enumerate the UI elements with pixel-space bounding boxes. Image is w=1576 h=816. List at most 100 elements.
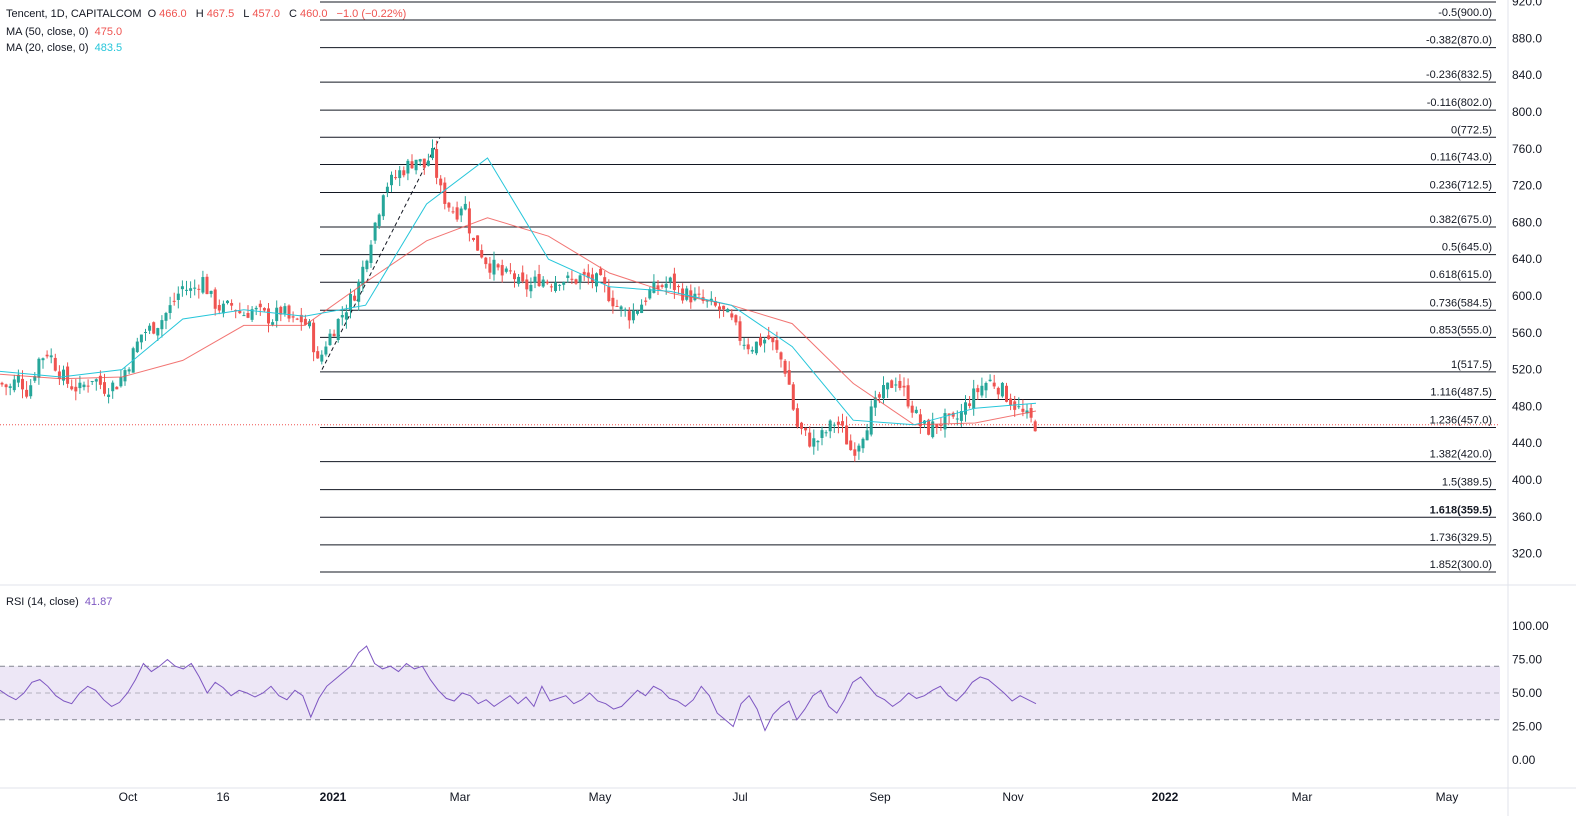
candle-body [996, 387, 1000, 395]
candle-body [107, 394, 111, 397]
candle-body [726, 309, 730, 313]
candle-body [980, 385, 984, 396]
candle-body [599, 268, 603, 276]
candle-body [193, 287, 197, 289]
candle-body [959, 411, 963, 421]
candle-body [832, 424, 836, 426]
candle-body [185, 289, 188, 291]
candle-body [972, 388, 976, 409]
price-tick-label: 720.0 [1512, 179, 1542, 193]
candle-body [377, 214, 381, 227]
candle-body [939, 424, 943, 426]
candle-body [41, 358, 45, 361]
candle-body [914, 409, 918, 414]
candle-body [845, 425, 849, 445]
candle-body [869, 406, 873, 435]
candle-body [1029, 408, 1033, 418]
candle-body [603, 277, 607, 284]
candle-body [943, 413, 947, 430]
candle-body [86, 385, 90, 387]
candle-body [804, 427, 808, 431]
candle-body [447, 202, 451, 208]
candle-body [115, 386, 119, 390]
candle-body [480, 250, 484, 258]
candle-body [574, 279, 578, 284]
fib-label: 1.852(300.0) [1430, 559, 1492, 571]
candle-body [287, 305, 291, 319]
candle-body [722, 305, 726, 310]
candle-body [385, 186, 389, 193]
candle-body [677, 286, 680, 288]
candle-body [25, 389, 29, 397]
candle-body [841, 421, 844, 426]
candle-body [640, 304, 644, 314]
candle-body [197, 288, 201, 290]
candle-body [275, 307, 279, 322]
candle-body [590, 274, 594, 282]
candle-body [381, 195, 385, 217]
candle-body [615, 305, 619, 307]
candle-body [968, 403, 972, 406]
candle-body [435, 149, 439, 178]
candle-body [541, 279, 545, 287]
candle-body [1021, 408, 1025, 412]
candle-body [955, 418, 959, 420]
candle-body [824, 432, 828, 434]
ma50-label: MA (50, close, 0) [6, 26, 89, 38]
fib-label: 1.116(487.5) [1430, 387, 1492, 399]
candle-body [37, 358, 41, 378]
candle-body [750, 349, 754, 352]
candle-body [500, 265, 504, 276]
fib-label: 1(517.5) [1451, 359, 1492, 371]
candle-body [303, 318, 307, 325]
candle-body [213, 289, 217, 309]
candle-body [135, 341, 139, 353]
candle-body [808, 432, 812, 447]
candle-body [517, 276, 521, 284]
candle-body [455, 207, 459, 220]
fib-label: -0.236(832.5) [1426, 69, 1492, 81]
fib-label: -0.116(802.0) [1427, 97, 1492, 109]
candle-body [271, 322, 275, 325]
ma50-legend: MA (50, close, 0) 475.0 [6, 25, 125, 39]
candle-body [1025, 410, 1029, 414]
close-label: C 460.0 [289, 8, 328, 20]
price-tick-label: 440.0 [1512, 436, 1542, 450]
candle-body [951, 412, 955, 417]
candle-body [902, 385, 906, 388]
candle-body [513, 273, 516, 280]
candle-body [16, 374, 20, 383]
candle-body [49, 355, 53, 358]
fib-label: 1.382(420.0) [1430, 449, 1492, 461]
candle-body [1033, 421, 1037, 432]
candle-body [578, 275, 582, 283]
candle-body [119, 377, 123, 387]
time-tick-label: 2022 [1152, 790, 1179, 804]
candle-body [406, 160, 410, 174]
candle-body [898, 380, 902, 389]
candle-body [910, 405, 914, 413]
candle-body [886, 382, 890, 390]
price-tick-label: 360.0 [1512, 510, 1542, 524]
candle-body [451, 211, 455, 213]
rsi-tick-label: 75.00 [1512, 653, 1542, 667]
time-tick-label: Mar [1292, 790, 1313, 804]
candle-body [172, 300, 176, 302]
candle-body [299, 314, 303, 323]
candle-body [160, 320, 164, 330]
candle-body [394, 177, 398, 179]
change-label: −1.0 (−0.22%) [336, 8, 407, 20]
time-tick-label: Mar [450, 790, 471, 804]
candle-body [8, 386, 12, 388]
rsi-tick-label: 50.00 [1512, 686, 1542, 700]
open-label: O 466.0 [147, 8, 187, 20]
candle-body [1017, 406, 1021, 408]
candle-body [443, 182, 447, 204]
candle-body [336, 318, 340, 340]
time-tick-label: May [589, 790, 612, 804]
candle-body [70, 386, 74, 390]
price-tick-label: 760.0 [1512, 142, 1542, 156]
candle-body [45, 354, 49, 357]
candle-body [127, 369, 131, 372]
